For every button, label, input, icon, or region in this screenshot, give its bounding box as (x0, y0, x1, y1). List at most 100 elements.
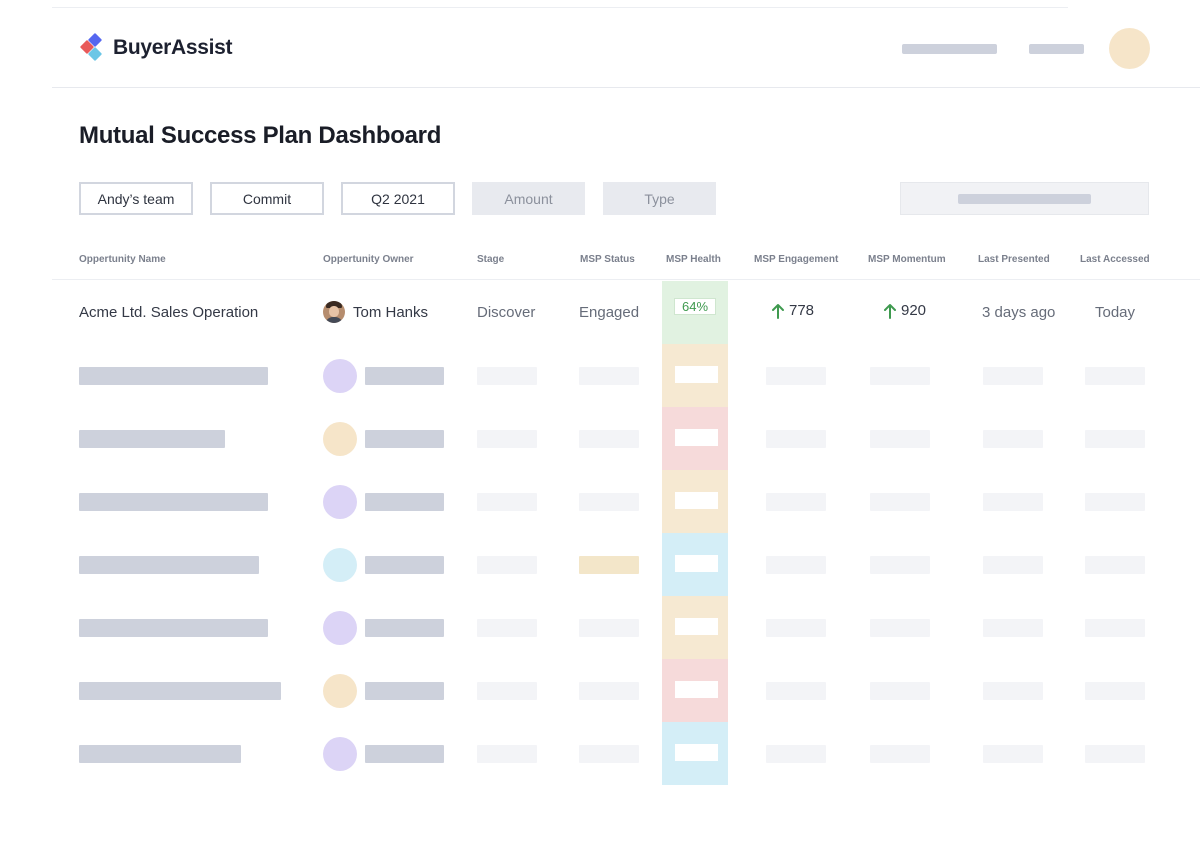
opportunity-owner[interactable]: Tom Hanks (323, 301, 428, 323)
column-header[interactable]: Stage (477, 254, 505, 265)
engagement-placeholder (766, 745, 826, 763)
owner-name-placeholder (365, 493, 444, 511)
msp-health-badge-placeholder (675, 618, 718, 635)
msp-health-cell (662, 659, 728, 722)
search-placeholder-bar (958, 194, 1091, 204)
owner-name-placeholder (365, 367, 444, 385)
stage-placeholder (477, 367, 537, 385)
last-accessed-placeholder (1085, 430, 1145, 448)
nav-link-placeholder[interactable] (1029, 44, 1084, 54)
owner-name-placeholder (365, 430, 444, 448)
engagement-placeholder (766, 430, 826, 448)
msp-status-placeholder (579, 556, 639, 574)
msp-health-cell (662, 533, 728, 596)
msp-health-cell (662, 470, 728, 533)
user-avatar[interactable] (1109, 28, 1150, 69)
msp-status-placeholder (579, 745, 639, 763)
buyerassist-logo-icon (79, 32, 105, 63)
owner-name-placeholder (365, 619, 444, 637)
owner-avatar-placeholder (323, 674, 357, 708)
table-header-divider (52, 279, 1200, 280)
last-accessed-placeholder (1085, 493, 1145, 511)
stage-placeholder (477, 493, 537, 511)
msp-status-placeholder (579, 619, 639, 637)
owner-avatar-placeholder (323, 359, 357, 393)
momentum-placeholder (870, 430, 930, 448)
stage-placeholder (477, 682, 537, 700)
msp-health-cell: 64% (662, 281, 728, 344)
page-title: Mutual Success Plan Dashboard (79, 122, 442, 149)
msp-status-placeholder (579, 430, 639, 448)
column-header[interactable]: Oppertunity Owner (323, 254, 414, 265)
last-presented-placeholder (983, 430, 1043, 448)
msp-momentum: 920 (883, 302, 926, 319)
name-placeholder (79, 619, 268, 637)
last-presented-placeholder (983, 367, 1043, 385)
msp-status-value: Engaged (579, 304, 640, 321)
engagement-placeholder (766, 493, 826, 511)
filter-2[interactable]: Commit (210, 182, 324, 215)
top-edge-line (52, 7, 1068, 8)
last-accessed-placeholder (1085, 745, 1145, 763)
nav-link-placeholder[interactable] (902, 44, 997, 54)
column-header[interactable]: MSP Health (666, 254, 721, 265)
msp-momentum-value: 920 (901, 302, 927, 319)
last-presented-placeholder (983, 493, 1043, 511)
last-accessed-placeholder (1085, 367, 1145, 385)
filter-3[interactable]: Q2 2021 (341, 182, 455, 215)
last-presented-placeholder (983, 619, 1043, 637)
owner-avatar-placeholder (323, 548, 357, 582)
column-header[interactable]: MSP Momentum (868, 254, 946, 265)
last-presented-placeholder (983, 556, 1043, 574)
arrow-up-icon (884, 303, 896, 319)
filter-5[interactable]: Type (603, 182, 716, 215)
owner-avatar-placeholder (323, 737, 357, 771)
column-header[interactable]: Last Accessed (1080, 254, 1150, 265)
owner-avatar-placeholder (323, 611, 357, 645)
header-divider (52, 87, 1200, 88)
last-presented-placeholder (983, 682, 1043, 700)
msp-health-badge-placeholder (675, 429, 718, 446)
last-accessed-placeholder (1085, 682, 1145, 700)
last-presented-placeholder (983, 745, 1043, 763)
stage-value: Discover (477, 304, 536, 321)
momentum-placeholder (870, 493, 930, 511)
owner-name-placeholder (365, 682, 444, 700)
app-name: BuyerAssist (113, 36, 233, 59)
msp-status-placeholder (579, 682, 639, 700)
opportunity-name[interactable]: Acme Ltd. Sales Operation (79, 304, 259, 321)
app-logo[interactable]: BuyerAssist (79, 32, 233, 63)
name-placeholder (79, 367, 268, 385)
name-placeholder (79, 493, 268, 511)
last-accessed-placeholder (1085, 556, 1145, 574)
search-input[interactable] (900, 182, 1149, 215)
msp-status-placeholder (579, 367, 639, 385)
last-accessed-value: Today (1095, 304, 1136, 321)
stage-placeholder (477, 430, 537, 448)
msp-engagement-value: 778 (789, 302, 815, 319)
momentum-placeholder (870, 556, 930, 574)
column-header[interactable]: Last Presented (978, 254, 1050, 265)
msp-health-badge-placeholder (675, 681, 718, 698)
arrow-up-icon (772, 303, 784, 319)
owner-name: Tom Hanks (353, 303, 429, 321)
column-header[interactable]: MSP Engagement (754, 254, 839, 265)
engagement-placeholder (766, 682, 826, 700)
name-placeholder (79, 682, 281, 700)
stage-placeholder (477, 745, 537, 763)
msp-health-badge-placeholder (675, 366, 718, 383)
engagement-placeholder (766, 367, 826, 385)
msp-health-badge-placeholder (675, 744, 718, 761)
filter-4[interactable]: Amount (472, 182, 585, 215)
column-header[interactable]: Oppertunity Name (79, 254, 166, 265)
filter-1[interactable]: Andy’s team (79, 182, 193, 215)
name-placeholder (79, 556, 259, 574)
msp-health-badge: 64% (674, 298, 716, 315)
msp-health-cell (662, 344, 728, 407)
msp-health-cell (662, 722, 728, 785)
momentum-placeholder (870, 367, 930, 385)
msp-health-cell (662, 407, 728, 470)
msp-engagement: 778 (771, 302, 814, 319)
column-header[interactable]: MSP Status (580, 254, 635, 265)
engagement-placeholder (766, 619, 826, 637)
